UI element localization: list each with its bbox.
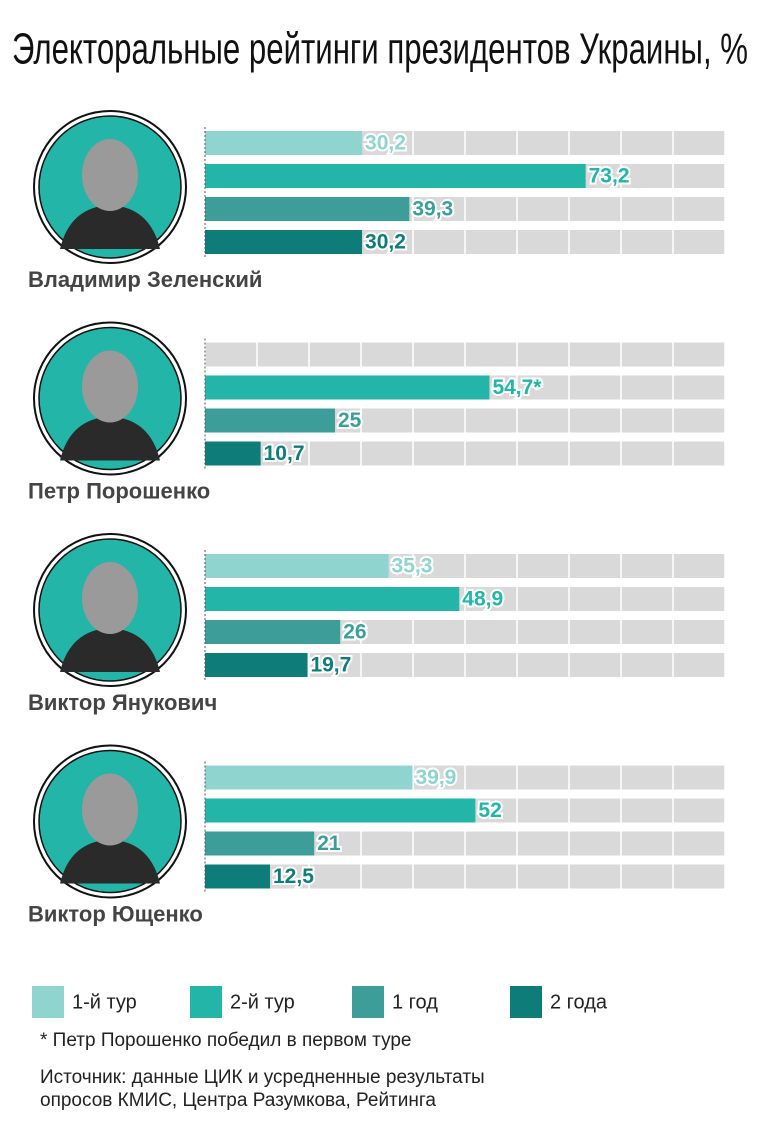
bar [205,554,389,578]
source: опросов КМИС, Центра Разумкова, Рейтинга [40,1090,436,1111]
value-label: 25 [338,409,362,432]
value-label: 12,5 [273,865,314,888]
legend-swatch [32,986,64,1018]
legend-swatch [352,986,384,1018]
legend-label: 2 года [550,991,608,1013]
category-label: Петр Порошенко [28,478,210,503]
value-label: 35,3 [392,555,433,578]
bar [205,864,270,889]
bar [205,587,460,611]
category-label: Виктор Янукович [28,690,217,715]
bar [205,131,363,155]
portrait-silhouette [60,628,160,672]
portrait-silhouette [60,839,160,884]
value-label: 10,7 [264,442,305,465]
bar [205,765,413,790]
legend-swatch [190,986,222,1018]
value-label: 26 [343,621,366,644]
bar [205,620,341,644]
bar [205,164,586,188]
bar [205,441,261,466]
portrait-silhouette [60,416,160,461]
value-label: 19,7 [310,654,351,677]
bar [205,375,490,400]
chart-title: Электоральные рейтинги президентов Украи… [12,25,748,74]
value-label: 39,3 [412,198,453,221]
value-label: 30,2 [365,132,406,155]
value-label: 48,9 [462,588,503,611]
legend-label: 1-й тур [72,991,137,1013]
bar [205,408,335,433]
bar [205,230,363,254]
footnote: * Петр Порошенко победил в первом туре [40,1030,412,1051]
legend-label: 1 год [392,991,438,1013]
value-label: 52 [478,799,501,822]
bar [205,798,476,823]
value-label: 30,2 [365,231,406,254]
value-label: 73,2 [589,165,630,188]
value-label: 54,7* [492,376,542,399]
portrait-head [82,350,138,423]
portrait-head [82,773,138,846]
category-label: Владимир Зеленский [28,267,262,292]
value-label: 21 [317,832,341,855]
value-label: 39,9 [415,766,456,789]
source: Источник: данные ЦИК и усредненные резул… [40,1067,485,1088]
portrait-head [82,562,138,634]
legend-swatch [510,986,542,1018]
legend-label: 2-й тур [230,991,295,1013]
bar [205,653,308,677]
portrait-silhouette [60,205,160,249]
bar [205,197,410,221]
category-label: Виктор Ющенко [28,901,203,926]
portrait-head [82,139,138,211]
bar [205,831,315,856]
